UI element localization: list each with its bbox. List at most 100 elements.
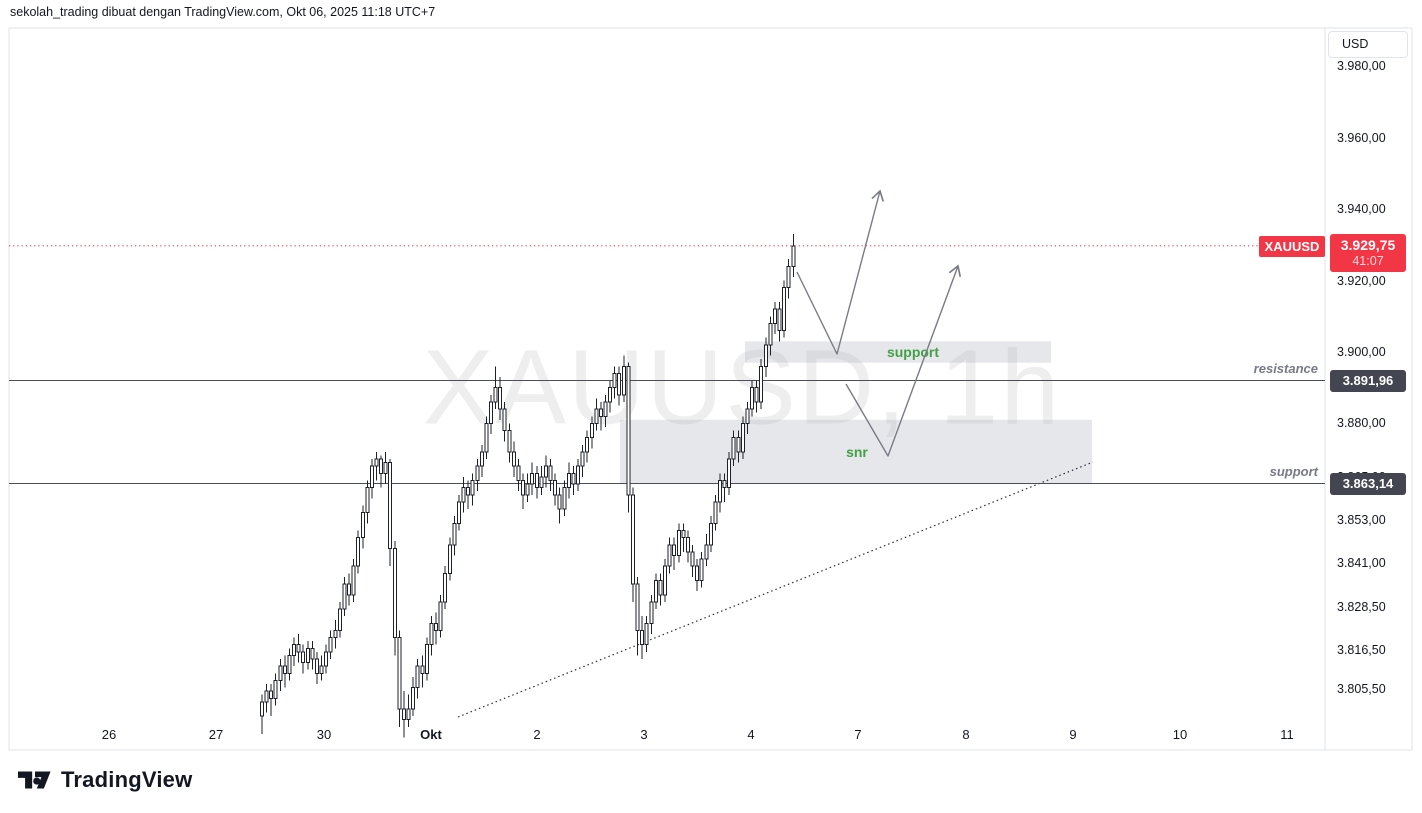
attribution-text: sekolah_trading dibuat dengan TradingVie…: [10, 5, 436, 19]
currency-selector-button[interactable]: USD: [1328, 31, 1408, 58]
candle-body: [525, 483, 530, 496]
candle-body: [374, 458, 379, 467]
projection-arrow-1[interactable]: [796, 189, 885, 355]
candle-body: [543, 465, 548, 478]
candle-body: [278, 665, 283, 681]
candle-body: [594, 408, 599, 424]
candle-body: [576, 465, 581, 485]
candle-body: [314, 658, 319, 674]
candle-body: [681, 530, 686, 539]
candle-body: [333, 629, 338, 639]
candle-body: [731, 437, 736, 460]
candle-body: [782, 287, 787, 332]
resistance-price-badge: 3.891,96: [1330, 369, 1406, 392]
candle-body: [401, 708, 406, 721]
time-tick-11: 11: [1280, 727, 1294, 742]
time-tick-4: 4: [747, 727, 755, 742]
candle-body: [649, 601, 654, 624]
candle-body: [557, 494, 562, 510]
candle-body: [772, 308, 777, 324]
support-line-label[interactable]: support: [1269, 463, 1318, 479]
price-tick-3.816,50: 3.816,50: [1337, 643, 1386, 658]
candle-body: [296, 644, 301, 653]
projection-arrow-2[interactable]: [845, 264, 962, 457]
candle-body: [369, 465, 374, 489]
candle-body: [347, 583, 352, 596]
support-price-badge: 3.863,14: [1330, 472, 1406, 495]
time-tick-7: 7: [854, 727, 862, 742]
candle-body: [365, 487, 370, 514]
price-tick-3.828,50: 3.828,50: [1337, 600, 1386, 615]
candle-body: [672, 544, 677, 556]
candle-body: [727, 458, 732, 489]
bar-countdown: 41:07: [1352, 253, 1384, 268]
candle-body: [612, 372, 617, 389]
candle-body: [640, 629, 645, 646]
zone-snr[interactable]: [620, 419, 1092, 485]
candle-body: [269, 690, 274, 699]
candle-body: [351, 565, 356, 596]
time-tick-2: 2: [533, 727, 541, 742]
candle-body: [475, 465, 480, 482]
tradingview-logo[interactable]: TradingView: [18, 766, 192, 794]
candle-body: [287, 654, 292, 674]
price-tick-3.853,00: 3.853,00: [1337, 512, 1386, 527]
candle-body: [653, 579, 658, 603]
candle-body: [786, 265, 791, 289]
candle-body: [699, 558, 704, 581]
candle-body: [411, 687, 416, 710]
time-tick-30: 30: [316, 727, 332, 742]
zone-label-support: support: [887, 344, 939, 360]
candle-body: [466, 487, 471, 496]
candle-body: [479, 451, 484, 467]
candle-body: [663, 565, 668, 596]
candle-body: [379, 458, 384, 474]
candle-body: [507, 430, 512, 453]
candle-body: [585, 437, 590, 453]
candle-body: [498, 387, 503, 410]
candle-body: [493, 387, 498, 403]
zone-label-snr: snr: [846, 444, 868, 460]
time-tick-27: 27: [208, 727, 224, 742]
candle-body: [461, 487, 466, 503]
candle-body: [406, 708, 411, 721]
candle-body: [260, 701, 264, 717]
candle-body: [685, 537, 690, 553]
candle-body: [763, 344, 768, 367]
price-tick-3.805,50: 3.805,50: [1337, 682, 1386, 697]
candle-body: [676, 530, 681, 556]
candle-body: [397, 637, 402, 710]
candle-body: [443, 572, 448, 603]
trendline-dotted[interactable]: [457, 461, 1094, 718]
candle-body: [562, 487, 567, 510]
price-tick-3.900,00: 3.900,00: [1337, 345, 1386, 359]
candle-body: [282, 665, 287, 674]
candle-body: [750, 387, 755, 410]
candle-body: [759, 365, 764, 403]
candle-body: [658, 579, 663, 596]
candle-body: [392, 547, 397, 639]
candle-body: [447, 544, 452, 574]
resistance-line-label[interactable]: resistance: [1253, 360, 1318, 376]
candle-body: [566, 472, 571, 489]
price-tick-3.880,00: 3.880,00: [1337, 416, 1386, 431]
candle-body: [598, 408, 603, 417]
candle-body: [608, 387, 613, 403]
candle-body: [690, 551, 695, 567]
price-tick-3.841,00: 3.841,00: [1337, 555, 1386, 570]
candle-body: [489, 401, 493, 424]
candle-body: [635, 583, 640, 631]
candle-body: [424, 644, 429, 674]
candle-body: [534, 472, 539, 489]
time-tick-9: 9: [1069, 727, 1077, 742]
candle-body: [273, 679, 278, 699]
candle-body: [301, 651, 306, 664]
candle-body: [736, 437, 741, 453]
zone-support[interactable]: [745, 341, 1051, 363]
time-tick-Okt: Okt: [420, 727, 442, 742]
candle-body: [713, 501, 718, 524]
candle-body: [502, 408, 507, 432]
candle-body: [603, 401, 608, 417]
